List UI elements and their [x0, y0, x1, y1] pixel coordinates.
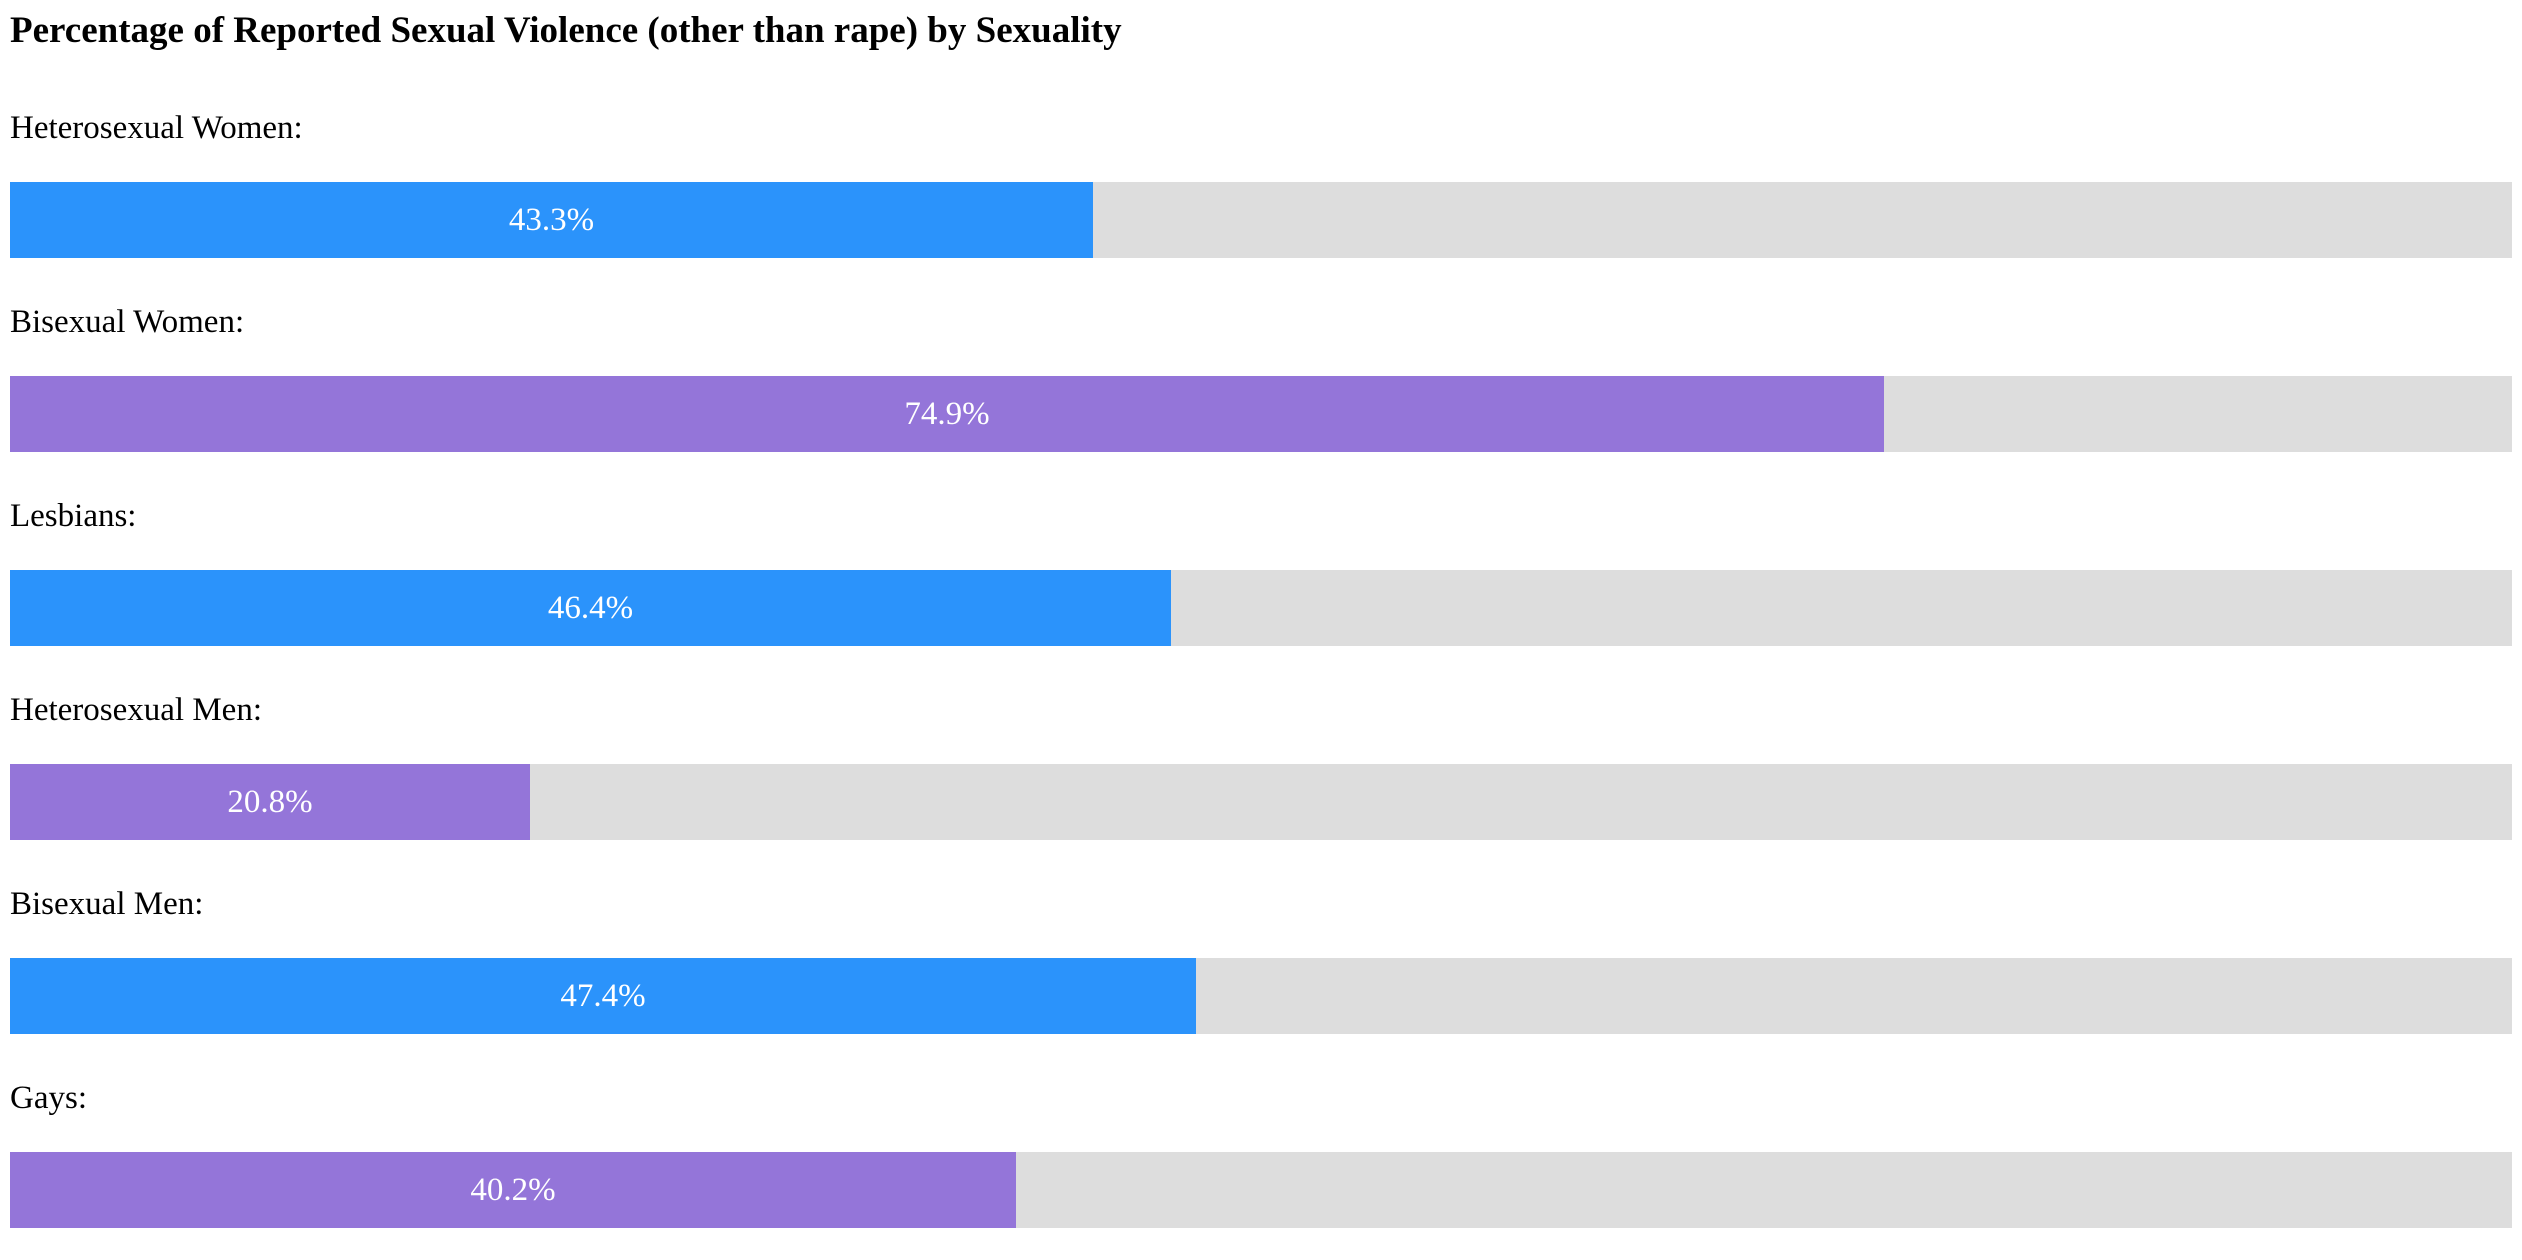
bar [10, 1152, 1016, 1228]
bar-chart: Heterosexual Women: 43.3% Bisexual Women: 7… [10, 96, 2512, 1260]
bar [10, 958, 1196, 1034]
bar-row: Bisexual Women: 74.9% [10, 290, 2512, 484]
bar [10, 376, 1884, 452]
category-label: Bisexual Women: [10, 304, 245, 340]
bar [10, 182, 1093, 258]
bar-value-label: 43.3% [508, 202, 595, 238]
bar-row: Bisexual Men: 47.4% [10, 872, 2512, 1066]
bar-value-label: 20.8% [227, 784, 313, 820]
category-label: Heterosexual Men: [10, 692, 262, 728]
bar-row: Lesbians: 46.4% [10, 484, 2512, 678]
category-label: Gays: [10, 1080, 87, 1116]
category-label: Bisexual Men: [10, 886, 204, 922]
chart-title: Percentage of Reported Sexual Violence (… [10, 10, 1122, 51]
bar-value-label: 47.4% [560, 978, 646, 1014]
bar-track: 40.2% [10, 1152, 2512, 1228]
bar-row: Heterosexual Women: 43.3% [10, 96, 2512, 290]
bar-value-label: 46.4% [547, 590, 634, 626]
bar-track: 43.3% [10, 182, 2512, 258]
bar-value-label: 74.9% [904, 396, 990, 432]
bar-track: 20.8% [10, 764, 2512, 840]
bar [10, 570, 1171, 646]
category-label: Heterosexual Women: [10, 110, 303, 146]
bar-value-label: 40.2% [470, 1172, 556, 1208]
bar-row: Heterosexual Men: 20.8% [10, 678, 2512, 872]
bar-track: 74.9% [10, 376, 2512, 452]
bar-track: 46.4% [10, 570, 2512, 646]
bar-row: Gays: 40.2% [10, 1066, 2512, 1260]
bar [10, 764, 530, 840]
bar-track: 47.4% [10, 958, 2512, 1034]
category-label: Lesbians: [10, 498, 137, 534]
